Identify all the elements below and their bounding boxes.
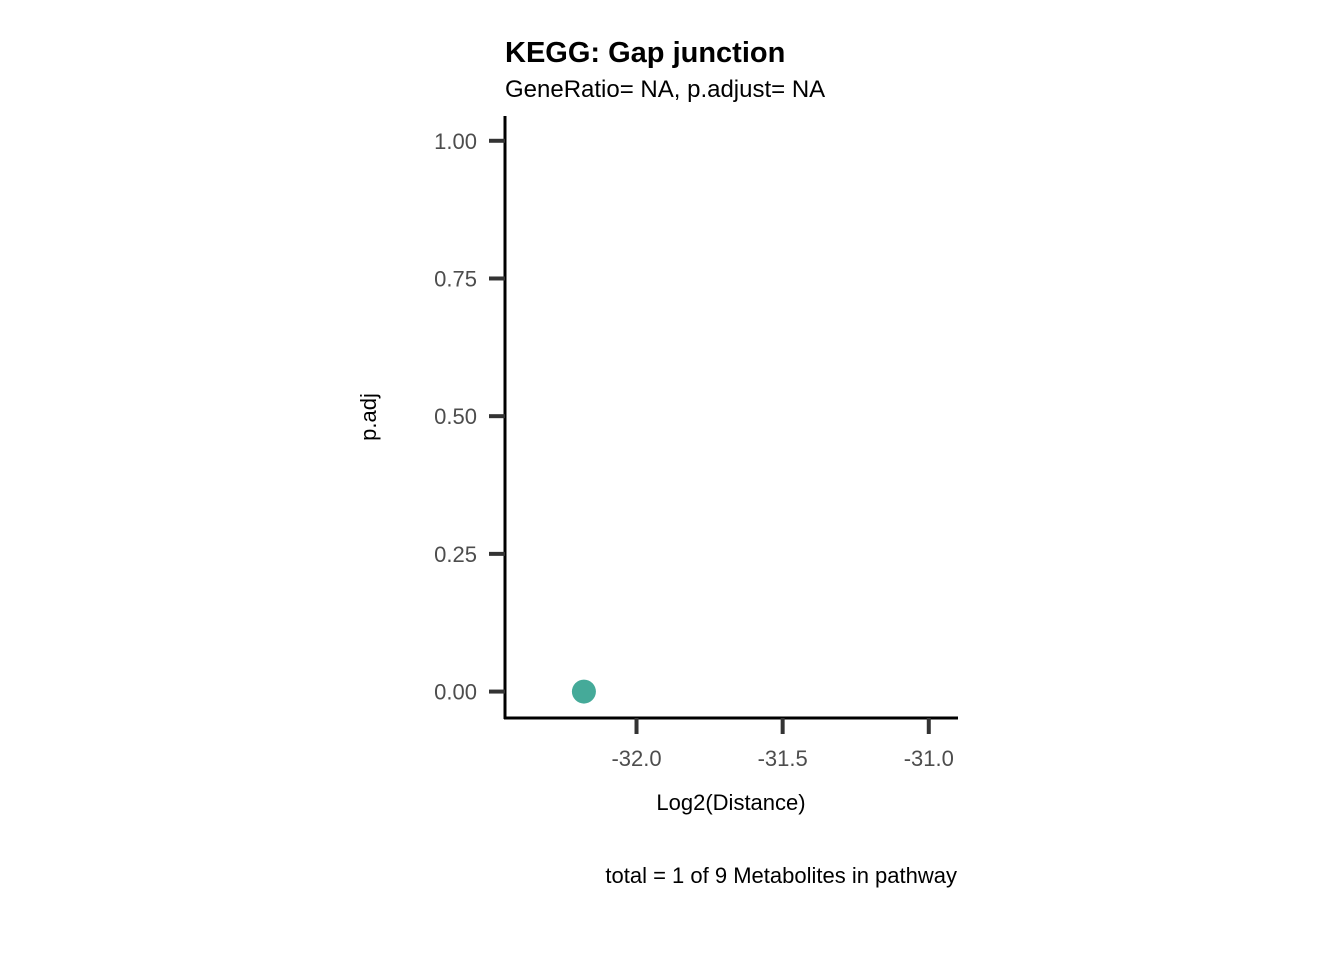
y-tick-label: 0.75 [434, 266, 477, 291]
x-axis: -32.0 -31.5 -31.0 [504, 716, 958, 771]
y-axis-title: p.adj [356, 393, 381, 441]
y-axis: 0.00 0.25 0.50 0.75 1.00 [434, 116, 507, 719]
chart-caption: total = 1 of 9 Metabolites in pathway [605, 863, 957, 888]
y-tick-label: 0.50 [434, 404, 477, 429]
y-tick-label: 1.00 [434, 129, 477, 154]
y-tick-label: 0.00 [434, 680, 477, 705]
x-tick-label: -31.0 [904, 746, 954, 771]
x-tick-label: -31.5 [758, 746, 808, 771]
data-point [571, 679, 596, 704]
y-tick-label: 0.25 [434, 542, 477, 567]
x-axis-title: Log2(Distance) [656, 790, 805, 815]
chart-subtitle: GeneRatio= NA, p.adjust= NA [505, 76, 825, 103]
x-tick-label: -32.0 [611, 746, 661, 771]
chart-title: KEGG: Gap junction [505, 37, 785, 69]
data-points [571, 679, 596, 704]
